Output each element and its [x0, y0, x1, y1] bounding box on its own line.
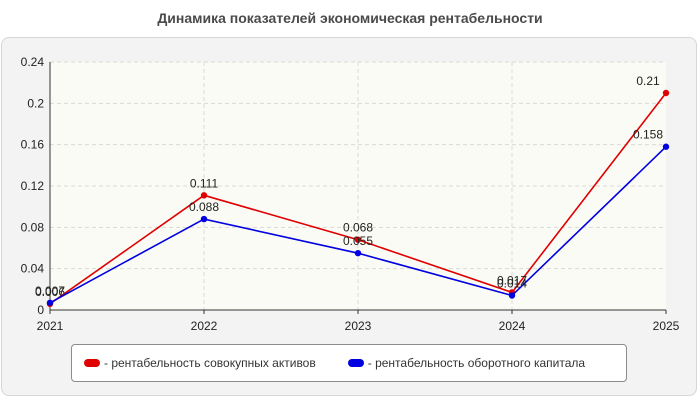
- data-point: [508, 292, 516, 299]
- chart-title: Динамика показателей экономическая рента…: [157, 10, 543, 26]
- y-tick-label: 0.08: [21, 220, 45, 234]
- legend-swatch-red: [84, 359, 100, 367]
- legend-label-assets: - рентабельность совокупных активов: [104, 356, 316, 370]
- legend-item-assets: - рентабельность совокупных активов: [84, 356, 316, 370]
- x-tick-label: 2024: [499, 319, 526, 333]
- legend-label-working-capital: - рентабельность оборотного капитала: [367, 356, 586, 370]
- data-point: [200, 215, 208, 223]
- data-label: 0.088: [189, 200, 219, 214]
- data-point: [354, 249, 362, 257]
- data-point: [354, 236, 362, 243]
- data-label: 0.068: [343, 221, 373, 235]
- data-label: 0.21: [636, 74, 660, 88]
- y-tick-label: 0.16: [21, 138, 45, 152]
- y-tick-label: 0: [37, 303, 44, 317]
- data-label: 0.014: [497, 277, 527, 291]
- data-label: 0.111: [190, 176, 219, 190]
- x-tick-label: 2022: [191, 319, 218, 333]
- data-label: 0.055: [343, 234, 373, 248]
- data-label: 0.007: [35, 284, 65, 298]
- x-tick-label: 2021: [37, 319, 64, 333]
- y-tick-label: 0.2: [27, 96, 44, 110]
- data-point: [662, 89, 670, 97]
- data-label: 0.006: [35, 285, 65, 299]
- x-tick-label: 2023: [345, 319, 372, 333]
- y-tick-label: 0.04: [21, 262, 45, 276]
- legend-swatch-blue: [347, 359, 364, 367]
- data-point: [200, 192, 208, 199]
- chart-legend: - рентабельность совокупных активов - ре…: [71, 344, 627, 382]
- y-tick-label: 0.12: [21, 179, 45, 193]
- y-tick-label: 0.24: [21, 55, 45, 69]
- data-point: [46, 299, 54, 306]
- legend-item-working-capital: - рентабельность оборотного капитала: [347, 356, 586, 370]
- x-tick-label: 2025: [653, 319, 680, 333]
- data-point: [662, 143, 670, 150]
- data-label: 0.017: [497, 273, 527, 287]
- data-label: 0.158: [633, 128, 663, 142]
